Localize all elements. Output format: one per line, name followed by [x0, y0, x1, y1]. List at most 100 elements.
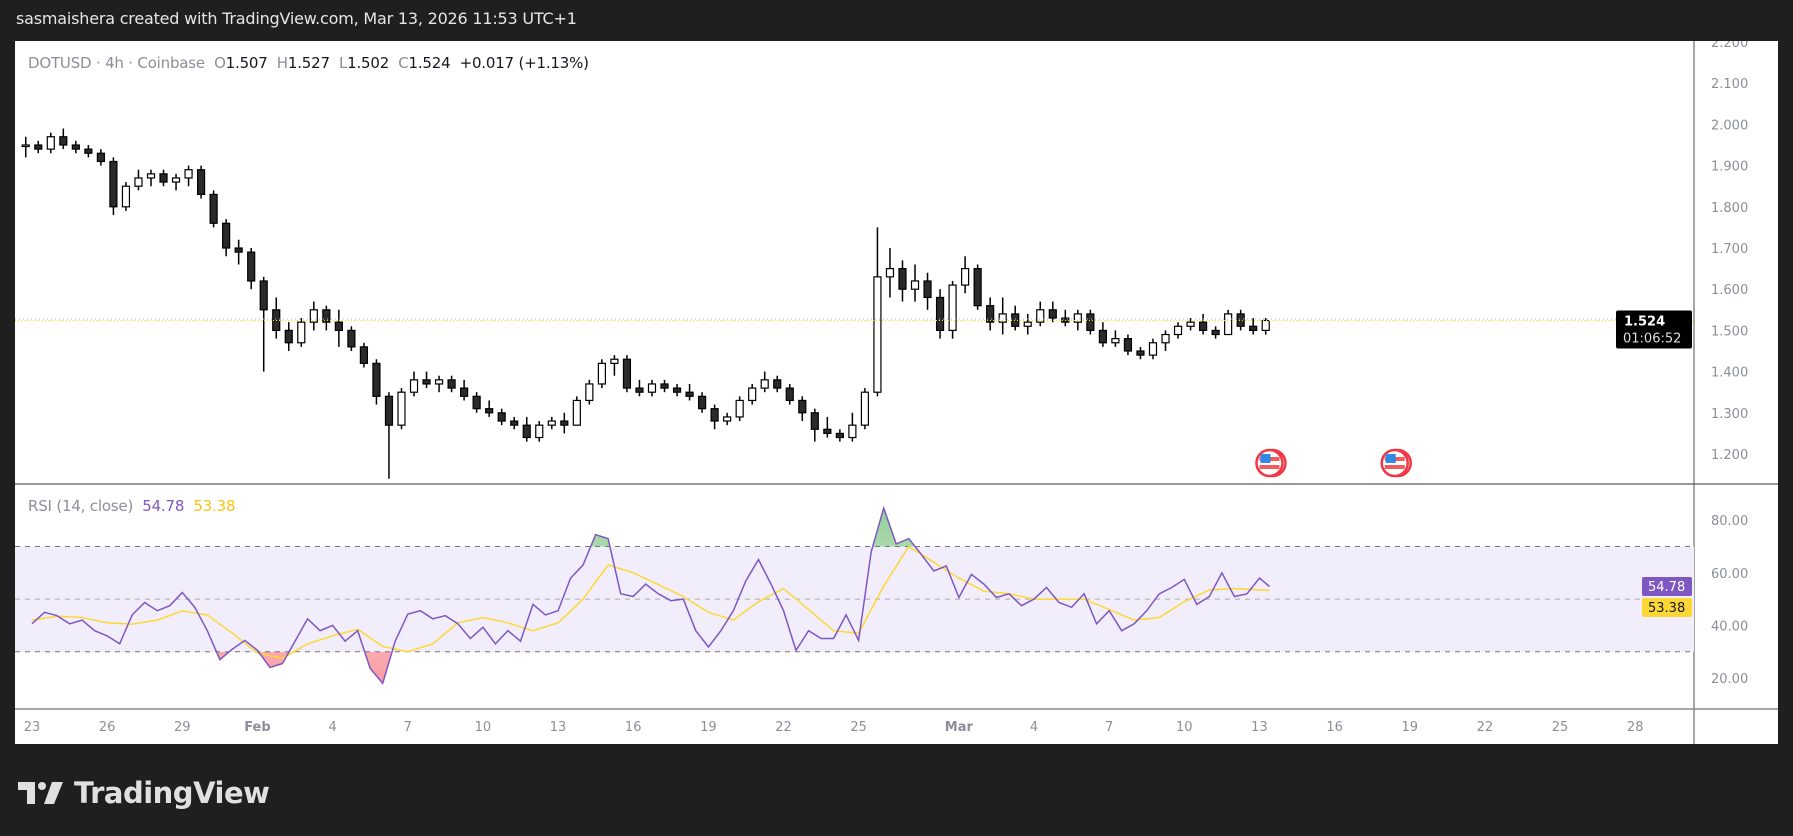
candle [572, 396, 581, 426]
candle-body [585, 383, 594, 402]
candle-body [359, 346, 369, 364]
candle [1211, 326, 1220, 339]
open-label: O [214, 54, 226, 72]
candle [84, 145, 93, 158]
high-label: H [276, 54, 288, 72]
candle-body [1048, 309, 1057, 319]
candle [723, 412, 732, 426]
candle [1111, 330, 1120, 347]
candle-body [84, 148, 93, 154]
candle-body [986, 305, 995, 323]
candle [497, 408, 506, 426]
candle-body [209, 193, 218, 224]
candle-body [597, 362, 606, 385]
candle [447, 375, 456, 393]
candle [510, 416, 519, 430]
last-price-bg [1616, 310, 1692, 349]
rsi-ma-badge-bg [1642, 598, 1692, 617]
candle-body [685, 391, 694, 397]
symbol-info[interactable]: DOTUSD · 4h · Coinbase [28, 54, 205, 72]
time-axis-label: 23 [24, 720, 41, 735]
candle [873, 227, 882, 397]
candle [1023, 313, 1032, 335]
candle [773, 375, 782, 393]
time-axis-label: 7 [404, 720, 412, 735]
time-axis-label: 13 [550, 720, 567, 735]
price-tick-label: 1.200 [1711, 448, 1748, 463]
candle-body [1148, 342, 1158, 356]
time-axis-label: 4 [328, 720, 336, 735]
chart-canvas[interactable]: 1.200 1.300 1.400 1.500 1.600 1.700 1.800 1.900… [15, 41, 1778, 744]
candle-body [34, 144, 43, 150]
candle-body [923, 280, 932, 299]
candle-body [247, 251, 256, 282]
time-axis-label: 19 [1401, 720, 1418, 735]
candle-body [848, 424, 857, 439]
candle [34, 140, 43, 154]
candle-body [610, 358, 619, 364]
candle-body [660, 383, 669, 389]
candle [472, 392, 481, 413]
rsi-band-fill [15, 546, 1694, 652]
candle [71, 140, 80, 154]
candle [998, 297, 1007, 335]
close-label: C [398, 54, 409, 72]
candle-body [798, 399, 807, 414]
candle [146, 169, 156, 187]
candle [1123, 334, 1133, 356]
candle [798, 396, 807, 422]
candle [672, 383, 682, 397]
candle-body [309, 309, 318, 323]
candle-body [1123, 338, 1133, 352]
candle-body [810, 412, 819, 430]
candle-body [485, 408, 494, 414]
close-value: 1.524 [408, 54, 451, 72]
candle [1249, 318, 1258, 335]
candle-body [672, 387, 682, 393]
candle-body [560, 420, 569, 426]
candle [910, 264, 920, 302]
price-tick-label: 2.200 [1711, 41, 1748, 51]
us-flag-icon[interactable] [1255, 448, 1287, 478]
candle [272, 297, 281, 339]
candle-body [572, 399, 581, 426]
us-flag-icon[interactable] [1380, 448, 1412, 478]
candle-body [773, 379, 782, 389]
candle [760, 371, 769, 393]
candle-body [1173, 325, 1183, 336]
candle-body [397, 391, 406, 426]
candle [409, 371, 419, 397]
candle-body [973, 268, 982, 307]
chart-credit: sasmaishera created with TradingView.com… [16, 9, 577, 28]
time-axis-label: 16 [625, 720, 642, 735]
rsi-title[interactable]: RSI (14, close) [28, 497, 134, 515]
candle [485, 400, 494, 417]
tradingview-logo-icon [18, 782, 63, 804]
last-price-label[interactable]: 1.524 01:06:52 [1616, 310, 1692, 349]
candle [697, 392, 707, 413]
candle-body [121, 185, 131, 208]
rsi-ma-value: 53.38 [193, 497, 236, 515]
price-tick-label: 1.300 [1711, 407, 1748, 422]
time-axis-label: 22 [1477, 720, 1494, 735]
candle [21, 136, 30, 158]
time-axis-label: 4 [1030, 720, 1038, 735]
candle [209, 190, 218, 228]
candle [535, 421, 544, 442]
candle-body [635, 387, 644, 393]
candle-body [259, 280, 268, 311]
time-axis-label: 13 [1251, 720, 1268, 735]
candle [660, 379, 669, 393]
candle-body [735, 399, 744, 418]
flag-stripe [1259, 465, 1280, 469]
chart-panel[interactable]: 1.200 1.300 1.400 1.500 1.600 1.700 1.800 1.900… [15, 41, 1778, 744]
time-axis-label: 26 [99, 720, 116, 735]
low-label: L [338, 54, 348, 72]
price-tick-label: 2.100 [1711, 77, 1748, 92]
price-tick-label: 1.500 [1711, 324, 1748, 339]
candle [247, 248, 256, 290]
candle-body [535, 424, 544, 439]
candle-body [723, 416, 732, 422]
candle [547, 416, 556, 430]
candle-body [384, 395, 394, 426]
